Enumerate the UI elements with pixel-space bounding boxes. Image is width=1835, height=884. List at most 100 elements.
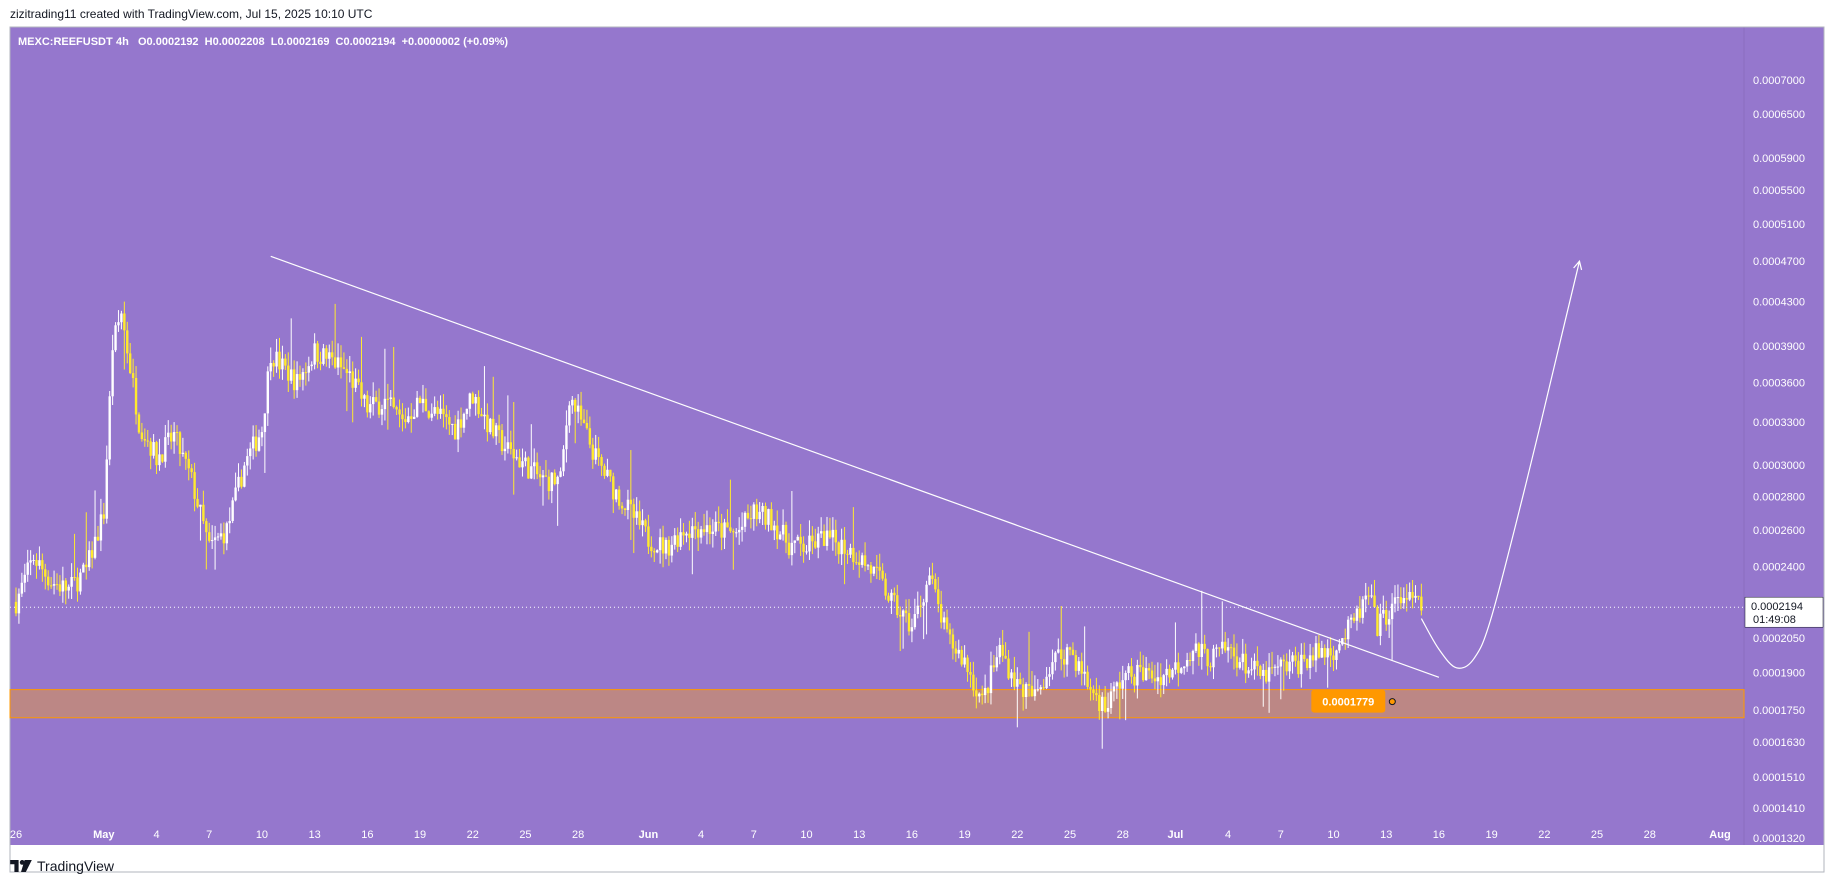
candle-body — [310, 364, 313, 367]
candle-body — [1221, 641, 1224, 649]
x-tick-label: May — [93, 829, 115, 841]
candle-body — [1153, 678, 1157, 682]
candle-body — [459, 419, 463, 428]
candle-body — [814, 541, 817, 548]
candle-body — [594, 448, 597, 460]
tradingview-logo-icon — [10, 860, 32, 872]
candle-body — [655, 550, 659, 553]
candle-body — [866, 565, 870, 567]
x-tick-label: 22 — [467, 829, 479, 841]
candle-body — [222, 533, 226, 544]
candle-body — [1080, 661, 1083, 674]
candle-body — [978, 693, 981, 697]
support-zone — [9, 689, 1745, 719]
candle-body — [708, 525, 712, 534]
price-axis-pane[interactable] — [1744, 27, 1824, 845]
candle-body — [802, 543, 805, 552]
candle-body — [210, 540, 214, 542]
candle-body — [345, 368, 349, 374]
candle-body — [395, 407, 398, 410]
tradingview-brand-text: TradingView — [37, 858, 115, 874]
x-tick-label: 16 — [1433, 829, 1445, 841]
candle-body — [980, 693, 984, 696]
candle-body — [509, 442, 513, 449]
candle-body — [503, 448, 507, 452]
candle-body — [1335, 650, 1338, 660]
candle-body — [41, 560, 44, 570]
candle-body — [35, 559, 38, 566]
chart-legend-symbol: MEXC:REEFUSDT — [18, 36, 113, 48]
candle-body — [1314, 643, 1318, 661]
candle-body — [817, 533, 820, 548]
zone-anchor-handle — [1388, 698, 1396, 706]
candle-body — [1127, 666, 1130, 673]
candle-body — [410, 416, 413, 419]
candle-body — [1174, 662, 1177, 670]
candle-body — [939, 604, 943, 623]
candle-body — [1235, 656, 1239, 668]
candle-body — [228, 520, 231, 524]
candle-body — [14, 601, 18, 614]
candle-body — [1024, 684, 1028, 698]
candle-body — [93, 536, 97, 558]
candle-body — [1165, 668, 1168, 676]
candle-body — [635, 511, 638, 518]
candle-body — [342, 367, 346, 369]
candle-body — [1341, 638, 1344, 645]
candle-body — [1077, 661, 1081, 671]
candle-body — [735, 532, 738, 534]
candle-body — [58, 584, 62, 592]
candle-body — [919, 605, 922, 607]
x-tick-label: 4 — [1225, 829, 1231, 841]
candle-body — [380, 409, 384, 415]
candle-body — [389, 397, 392, 399]
candle-body — [105, 459, 108, 519]
candle-body — [562, 449, 565, 472]
candle-body — [90, 550, 94, 558]
candle-body — [805, 551, 808, 553]
x-tick-label: 13 — [853, 829, 865, 841]
candle-body — [1191, 650, 1195, 662]
current-price-label: 0.0002194 — [1751, 601, 1803, 613]
candle-body — [1232, 647, 1236, 657]
y-tick-label: 0.0001510 — [1753, 772, 1805, 784]
candle-body — [676, 535, 679, 547]
candle-body — [1291, 655, 1294, 662]
candle-body — [333, 357, 337, 368]
candle-body — [114, 325, 117, 351]
x-tick-label: 16 — [361, 829, 373, 841]
candle-body — [187, 458, 190, 469]
candle-body — [855, 562, 858, 564]
candle-body — [641, 520, 644, 526]
candle-body — [237, 476, 240, 488]
candle-body — [231, 500, 234, 521]
candle-body — [1288, 661, 1291, 672]
candle-body — [711, 531, 715, 534]
candle-body — [1083, 671, 1086, 674]
candle-body — [743, 512, 747, 527]
candle-body — [770, 509, 773, 531]
candle-body — [881, 570, 884, 579]
candle-body — [811, 535, 814, 542]
candle-body — [184, 452, 188, 459]
candle-body — [260, 432, 264, 438]
candle-body — [512, 448, 515, 459]
candle-body — [989, 665, 993, 694]
candle-body — [849, 547, 852, 555]
tradingview-brand[interactable]: TradingView — [10, 857, 114, 875]
current-price-badge — [1744, 596, 1824, 628]
chart-pane[interactable] — [10, 27, 1744, 845]
candle-body — [828, 530, 832, 538]
candle-body — [937, 589, 940, 605]
candle-body — [1071, 649, 1075, 656]
candle-body — [1285, 661, 1288, 672]
candle-body — [202, 504, 205, 522]
candle-body — [913, 614, 917, 628]
candle-body — [1016, 679, 1019, 687]
candle-body — [155, 442, 158, 466]
candle-body — [489, 418, 492, 433]
candle-body — [430, 413, 433, 418]
candle-body — [316, 343, 319, 362]
candle-body — [837, 542, 840, 555]
